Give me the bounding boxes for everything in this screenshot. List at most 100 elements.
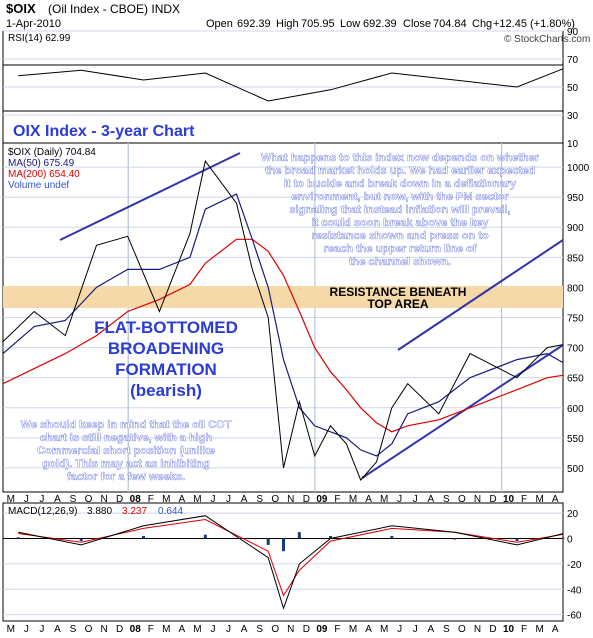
macd-histogram (16, 532, 565, 552)
macd-histogram-bar (203, 534, 207, 539)
time-axis-label: F (521, 494, 527, 505)
time-axis-label: J (24, 624, 29, 635)
time-axis-label: J (397, 494, 402, 505)
index-name: (Oil Index - CBOE) INDX (48, 2, 180, 16)
commentary-top-line-9: the channel shown. (349, 256, 451, 268)
time-axis-label: F (334, 624, 340, 635)
time-axis-label: M (535, 494, 543, 505)
rsi-tick-label: 50 (567, 83, 579, 94)
resistance-label-line-1: RESISTANCE BENEATH (330, 285, 467, 299)
legend-ma50: MA(50) 675.49 (8, 158, 75, 169)
price-panel: 1000 950 900 850 800 750 700 650 600 550 500 OIX I… (2, 123, 590, 493)
commentary-top-line-5: signaling that instead inflation will pr… (289, 204, 510, 216)
low-label: Low (340, 18, 360, 30)
time-axis-label: N (287, 494, 294, 505)
legend-oix: $OIX (Daily) 704.84 (8, 147, 96, 158)
rsi-line (18, 68, 564, 102)
price-line (2, 159, 564, 481)
time-axis-upper: M J J A S O N D 08 F M A M J J A S O N D 09 F M A M J J A S O N D 10 F M A (7, 494, 559, 505)
time-axis-label: A (427, 624, 434, 635)
time-axis-label: D (489, 494, 496, 505)
chg-label: Chg (472, 18, 492, 30)
rsi-tick-label: 70 (567, 55, 579, 66)
time-axis-label: A (552, 624, 559, 635)
time-axis-label: A (365, 624, 372, 635)
time-axis-label: O (458, 494, 466, 505)
price-tick-label: 900 (567, 223, 584, 234)
trendline-upper-right (397, 239, 564, 351)
time-axis-label: M (193, 494, 201, 505)
commentary-bottom-line-5: factor for a few weeks. (67, 471, 185, 483)
time-axis-label: S (70, 624, 77, 635)
time-axis-label: M (380, 494, 388, 505)
low-value: 692.39 (363, 18, 397, 30)
commentary-top-line-4: environment, but now, with the PM sector (291, 191, 509, 203)
macd-tick-label: -20 (567, 560, 582, 571)
time-axis-label: M (349, 494, 357, 505)
time-axis-label: O (85, 494, 93, 505)
time-axis-label: J (226, 624, 231, 635)
price-legend: $OIX (Daily) 704.84 MA(50) 675.49 MA(200… (8, 147, 96, 191)
macd-tick-label: 20 (567, 509, 579, 520)
time-axis-label: N (474, 624, 481, 635)
symbol: $OIX (6, 1, 36, 16)
macd-histogram-bar (282, 538, 286, 552)
time-axis-label: A (54, 624, 61, 635)
time-axis-label: A (552, 494, 559, 505)
macd-tick-label: 0 (567, 535, 573, 546)
rsi-label: RSI(14) 62.99 (8, 33, 71, 44)
macd-histogram-bar (142, 535, 146, 539)
macd-label: MACD(12,26,9) (8, 506, 77, 517)
time-axis-label: A (179, 624, 186, 635)
macd-histogram-bar (561, 537, 565, 539)
open-label: Open (206, 18, 233, 30)
time-axis-label: D (303, 624, 310, 635)
macd-tick-label: -60 (567, 611, 582, 622)
time-axis-label: J (413, 494, 418, 505)
time-axis-label: D (489, 624, 496, 635)
time-axis-label: M (193, 624, 201, 635)
time-axis-label: M (162, 494, 170, 505)
price-tick-label: 550 (567, 434, 584, 445)
price-tick-label: 950 (567, 193, 584, 204)
price-ticks: 1000 950 900 850 800 750 700 650 600 550 500 (567, 163, 590, 475)
commentary-top-line-6: it could soon break above the key (312, 217, 490, 229)
commentary-top: What happens to this index now depends o… (261, 152, 540, 268)
time-axis-label: M (380, 624, 388, 635)
time-axis-label: 10 (503, 494, 515, 505)
time-axis-label: S (443, 494, 450, 505)
formation-label-line-1: FLAT-BOTTOMED (94, 318, 238, 337)
time-axis-label: J (226, 494, 231, 505)
time-axis-label: O (458, 624, 466, 635)
macd-histogram-bar (453, 538, 457, 540)
time-axis-label: M (7, 624, 15, 635)
commentary-bottom-line-4: gold). This may act as inhibiting (42, 458, 209, 470)
time-axis-label: F (521, 624, 527, 635)
header-date: 1-Apr-2010 (6, 18, 61, 30)
open-value: 692.39 (237, 18, 271, 30)
time-axis-label: 09 (316, 494, 328, 505)
commentary-bottom-line-3: Commercial short position (unlike (37, 445, 215, 457)
time-axis-label: A (427, 494, 434, 505)
time-axis-label: S (256, 494, 263, 505)
price-tick-label: 800 (567, 283, 584, 294)
time-axis-label: D (116, 494, 123, 505)
macd-histogram-bar (16, 537, 20, 539)
time-axis-label: A (241, 624, 248, 635)
time-axis-label: J (39, 494, 44, 505)
macd-value-1: 3.880 (87, 506, 112, 517)
rsi-ticks: 90 70 50 30 10 (567, 27, 579, 150)
formation-label-line-3: FORMATION (115, 360, 217, 379)
time-axis-label: O (271, 624, 279, 635)
time-axis-label: S (443, 624, 450, 635)
macd-ticks: 20 0 -20 -40 -60 (567, 509, 582, 622)
resistance-label: RESISTANCE BENEATH TOP AREA (330, 285, 467, 311)
ma50-line (2, 193, 564, 457)
high-value: 705.95 (301, 18, 335, 30)
time-axis-label: A (365, 494, 372, 505)
time-axis-label: D (303, 494, 310, 505)
commentary-bottom: We should keep in mind that the oil COT … (21, 419, 232, 483)
resistance-band (3, 286, 563, 308)
time-axis-label: 08 (130, 494, 142, 505)
